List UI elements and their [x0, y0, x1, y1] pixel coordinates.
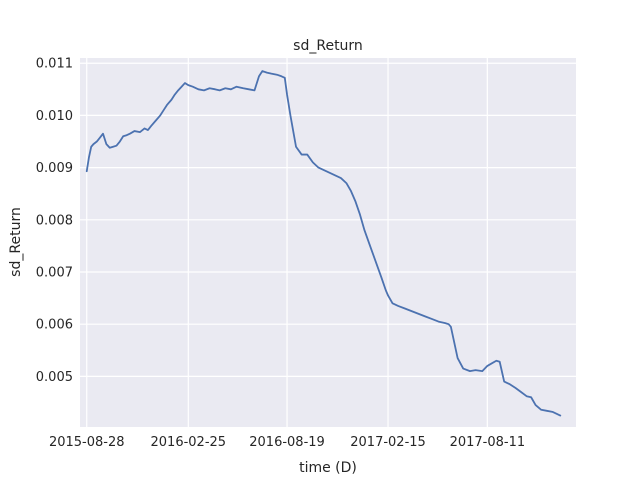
x-tick-label: 2017-08-11	[450, 435, 526, 450]
plot-background	[80, 58, 576, 427]
y-tick-label: 0.007	[36, 265, 73, 280]
y-tick-label: 0.009	[36, 161, 73, 176]
y-tick-label: 0.006	[36, 318, 73, 333]
series-line	[85, 70, 562, 417]
y-tick-label: 0.008	[36, 213, 73, 228]
y-axis-title: sd_Return	[8, 207, 24, 277]
grid-lines	[80, 58, 576, 427]
y-tick-label: 0.011	[36, 57, 73, 72]
y-tick-label: 0.005	[36, 370, 73, 385]
x-axis-title: time (D)	[299, 460, 357, 476]
y-tick-label: 0.010	[36, 109, 73, 124]
y-tick-labels: 0.005 0.006 0.007 0.008 0.009 0.010 0.011	[36, 57, 73, 385]
series-layer	[85, 70, 562, 417]
chart-title: sd_Return	[293, 38, 363, 54]
x-tick-label: 2016-02-25	[151, 435, 227, 450]
x-tick-label: 2017-02-15	[350, 435, 426, 450]
x-tick-label: 2016-08-19	[249, 435, 325, 450]
x-tick-label: 2015-08-28	[49, 435, 125, 450]
x-tick-labels: 2015-08-28 2016-02-25 2016-08-19 2017-02-15…	[49, 435, 525, 450]
